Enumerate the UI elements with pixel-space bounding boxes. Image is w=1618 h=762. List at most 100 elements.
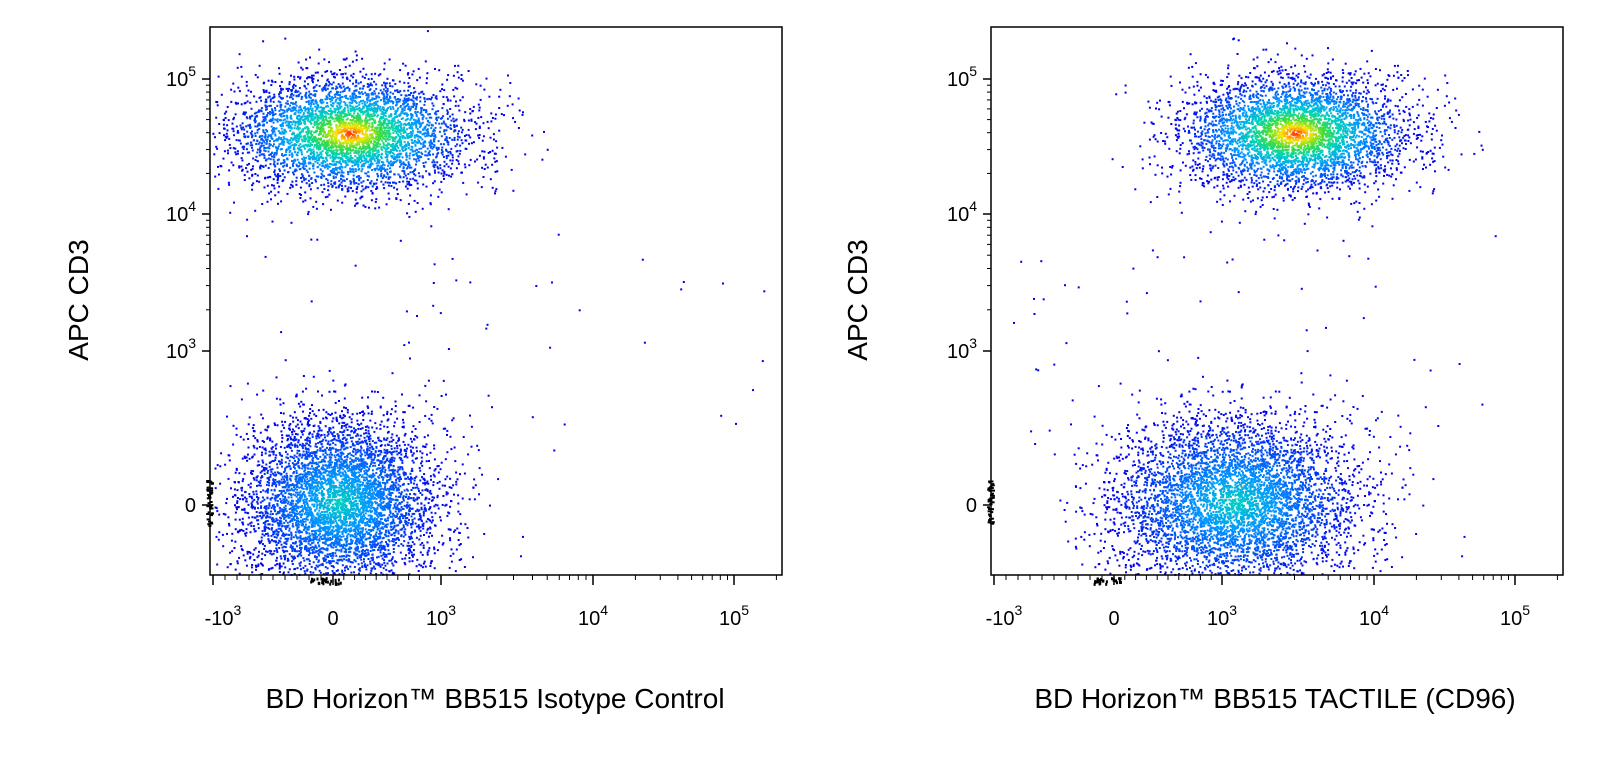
event-dot [349,159,352,162]
event-dot [406,135,409,138]
event-dot [407,476,409,479]
event-dot [380,92,383,95]
event-dot [388,469,391,472]
event-dot [396,91,399,93]
event-dot [444,123,447,126]
event-dot [350,74,353,77]
event-dot [320,162,323,165]
event-dot [261,552,264,555]
event-dot [385,152,388,155]
event-dot [351,474,353,477]
event-dot [366,143,369,146]
event-dot [414,140,417,143]
event-dot [359,118,362,120]
event-dot [327,126,330,129]
event-dot [373,543,376,546]
event-dot [369,155,372,158]
event-dot [335,152,338,155]
event-dot [340,149,343,151]
event-dot [356,149,359,152]
event-dot [491,186,494,189]
event-dot [368,114,371,117]
event-dot [407,89,410,92]
event-dot [387,122,390,125]
event-dot [386,77,389,80]
event-dot [335,146,338,149]
event-dot [307,101,310,103]
event-dot [364,119,367,122]
event-dot [254,209,257,212]
event-dot [376,139,379,142]
event-dot [235,125,238,128]
event-dot [354,198,357,201]
event-dot [366,138,369,141]
event-dot [280,112,283,115]
event-dot [403,443,406,446]
event-dot [464,147,467,150]
event-dot [382,119,385,122]
event-dot [467,119,470,122]
event-dot [344,159,347,162]
event-dot [317,458,320,460]
event-dot [383,167,386,170]
event-dot [315,106,318,109]
event-dot [371,515,374,518]
event-dot [265,89,268,92]
event-dot [403,97,406,100]
event-dot [414,123,417,126]
event-dot [335,113,338,116]
event-dot [307,140,310,142]
event-dot [397,153,400,156]
event-dot [318,116,321,119]
event-dot [268,91,271,94]
event-dot [249,115,252,118]
event-dot [392,102,395,105]
event-dot [391,149,394,151]
event-dot [288,87,290,90]
event-dot [330,546,333,549]
event-dot [283,161,286,164]
event-dot [294,91,297,93]
event-dot [265,90,268,93]
event-dot [290,141,293,144]
event-dot [245,80,248,83]
event-dot [349,477,352,480]
event-dot [281,486,284,489]
event-dot [386,131,389,134]
event-dot [429,153,431,156]
event-dot [362,112,365,115]
event-dot [328,149,331,152]
event-dot [293,435,296,438]
event-dot [358,154,361,157]
event-dot [359,520,362,523]
event-dot [359,87,361,90]
event-dot [267,96,270,99]
event-dot [242,126,245,129]
event-dot [415,115,418,118]
event-dot [273,187,276,190]
event-dot [264,98,267,101]
event-dot [463,120,466,123]
event-dot [269,104,272,107]
event-dot [285,519,287,522]
event-dot [440,180,443,183]
event-dot [302,200,305,203]
event-dot [494,192,496,195]
event-dot [346,188,349,190]
event-dot [341,82,344,85]
event-dot [316,162,319,165]
event-dot [360,170,363,173]
event-dot [301,433,304,436]
event-dot [296,115,299,118]
event-dot [446,109,449,112]
event-dot [382,111,385,114]
event-dot [312,118,315,121]
event-dot [355,79,358,82]
event-dot [385,98,388,101]
event-dot [353,127,356,130]
event-dot [301,180,304,183]
event-dot [432,139,435,142]
event-dot [326,167,329,170]
event-dot [309,107,312,110]
event-dot [309,546,312,549]
